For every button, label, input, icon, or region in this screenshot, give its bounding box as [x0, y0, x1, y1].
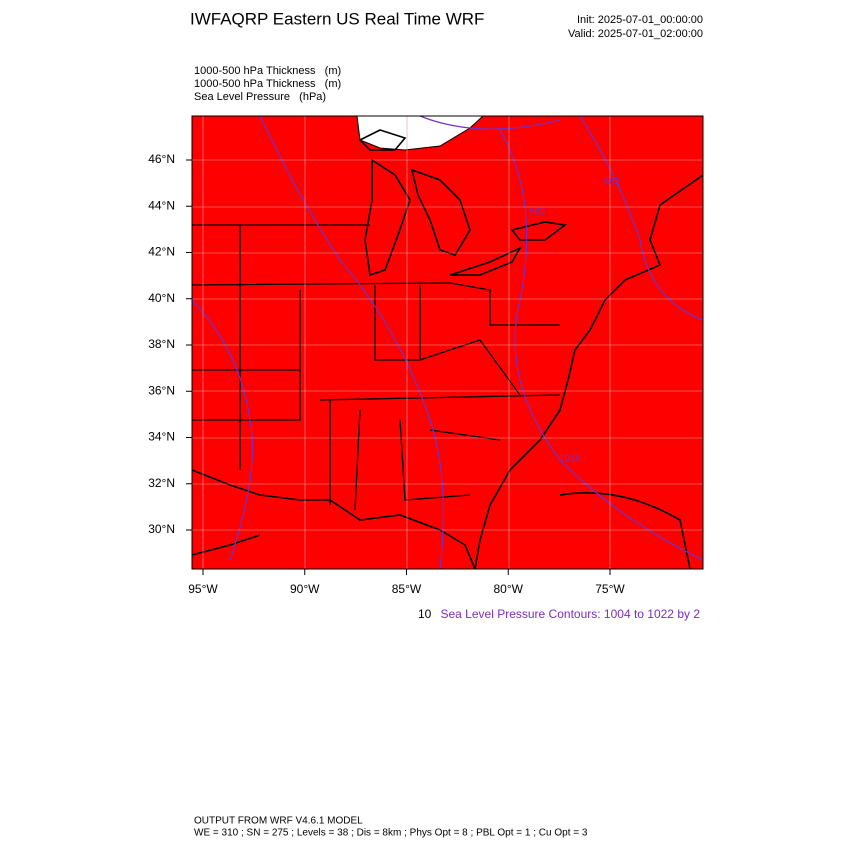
lat-label: 42°N: [148, 245, 175, 259]
lat-label: 34°N: [148, 430, 175, 444]
lon-label: 95°W: [188, 582, 218, 596]
pressure-contours: [192, 116, 703, 569]
lat-label: 44°N: [148, 198, 175, 212]
init-time: Init: 2025-07-01_00:00:00: [577, 14, 703, 26]
lat-label: 40°N: [148, 291, 175, 305]
no-data-area: [356, 116, 484, 151]
field-label: 1000-500 hPa Thickness (m): [194, 65, 341, 77]
lat-label: 46°N: [148, 152, 175, 166]
footer-line: OUTPUT FROM WRF V4.6.1 MODEL: [194, 816, 363, 827]
lon-label: 90°W: [290, 582, 320, 596]
lon-label: 80°W: [494, 582, 524, 596]
field-label: Sea Level Pressure (hPa): [194, 91, 326, 103]
coastlines: [192, 129, 703, 569]
map-frame: [191, 115, 704, 570]
contour-label: 1016: [559, 454, 582, 465]
field-label: 1000-500 hPa Thickness (m): [194, 78, 341, 90]
title: IWFAQRP Eastern US Real Time WRF: [190, 9, 484, 28]
lat-label: 32°N: [148, 476, 175, 490]
state-lines: [192, 224, 561, 511]
footer-line: WE = 310 ; SN = 275 ; Levels = 38 ; Dis …: [194, 828, 588, 839]
contour-info: Sea Level Pressure Contours: 1004 to 102…: [441, 607, 701, 621]
info-prefix: 10: [418, 607, 432, 621]
lat-label: 36°N: [148, 383, 175, 397]
lat-label: 30°N: [148, 522, 175, 536]
lat-label: 38°N: [148, 337, 175, 351]
contour-label: 582: [604, 177, 621, 188]
valid-time: Valid: 2025-07-01_02:00:00: [568, 28, 703, 40]
lon-label: 85°W: [392, 582, 422, 596]
map-area: [192, 116, 703, 569]
thickness-fill: [192, 116, 703, 569]
contour-label: 582: [529, 207, 546, 218]
graticule: [192, 116, 703, 569]
lon-label: 75°W: [595, 582, 625, 596]
